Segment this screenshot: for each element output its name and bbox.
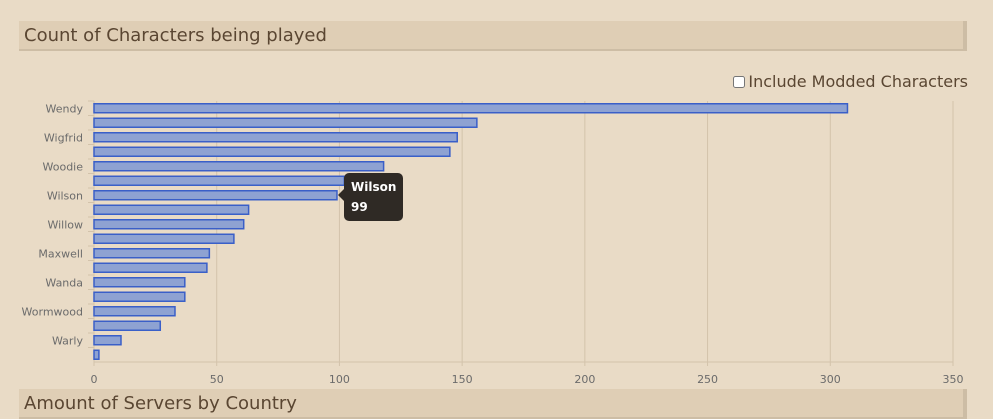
chart-grid [88, 100, 954, 366]
bar[interactable] [93, 161, 385, 172]
bar[interactable] [93, 132, 458, 143]
include-modded-checkbox[interactable] [733, 75, 746, 88]
bar[interactable] [93, 277, 186, 288]
x-tick-label: 350 [943, 373, 964, 386]
bar[interactable] [93, 320, 162, 331]
bar[interactable] [93, 146, 451, 157]
y-tick-label: Wanda [45, 276, 83, 289]
bar[interactable] [93, 306, 176, 317]
bar[interactable] [93, 175, 346, 186]
bar[interactable] [93, 291, 186, 302]
bar[interactable] [93, 233, 235, 244]
bar[interactable] [93, 219, 245, 230]
chart-bars [93, 103, 849, 360]
x-tick-label: 150 [452, 373, 473, 386]
include-modded-toggle[interactable]: Include Modded Characters [733, 72, 968, 91]
y-tick-label: Woodie [43, 160, 84, 173]
y-axis-labels: Wendy Wigfrid Woodie Wilson Willow Maxwell Wan… [22, 102, 84, 347]
y-tick-label: Maxwell [38, 247, 83, 260]
tooltip-value: 99 [351, 200, 368, 214]
next-section-header: Amount of Servers by Country [19, 389, 967, 419]
x-tick-label: 0 [91, 373, 98, 386]
bar[interactable] [93, 262, 208, 273]
y-tick-label: Wormwood [22, 305, 83, 318]
bar[interactable] [93, 103, 849, 114]
bar[interactable] [93, 190, 338, 201]
include-modded-label: Include Modded Characters [748, 72, 968, 91]
bar[interactable] [93, 204, 250, 215]
x-tick-label: 250 [697, 373, 718, 386]
y-tick-label: Wigfrid [44, 131, 83, 144]
y-tick-label: Warly [52, 334, 83, 347]
character-count-chart: Wendy Wigfrid Woodie Wilson Willow Maxwell Wan… [22, 100, 964, 386]
tooltip-name: Wilson [351, 180, 397, 194]
next-section-title: Amount of Servers by Country [24, 393, 297, 414]
bar[interactable] [93, 248, 211, 259]
y-tick-label: Willow [47, 218, 83, 231]
y-tick-label: Wendy [46, 102, 84, 115]
bar[interactable] [93, 117, 478, 128]
section-header: Count of Characters being played [19, 21, 967, 51]
x-tick-label: 100 [329, 373, 350, 386]
bar[interactable] [93, 349, 100, 360]
x-axis-labels: 0 50 100 150 200 250 300 350 [91, 373, 964, 386]
x-tick-label: 50 [210, 373, 224, 386]
section-title: Count of Characters being played [24, 25, 327, 46]
x-tick-label: 200 [574, 373, 595, 386]
bar[interactable] [93, 335, 122, 346]
x-tick-label: 300 [820, 373, 841, 386]
y-tick-label: Wilson [47, 189, 83, 202]
chart-tooltip: Wilson 99 [337, 173, 404, 221]
